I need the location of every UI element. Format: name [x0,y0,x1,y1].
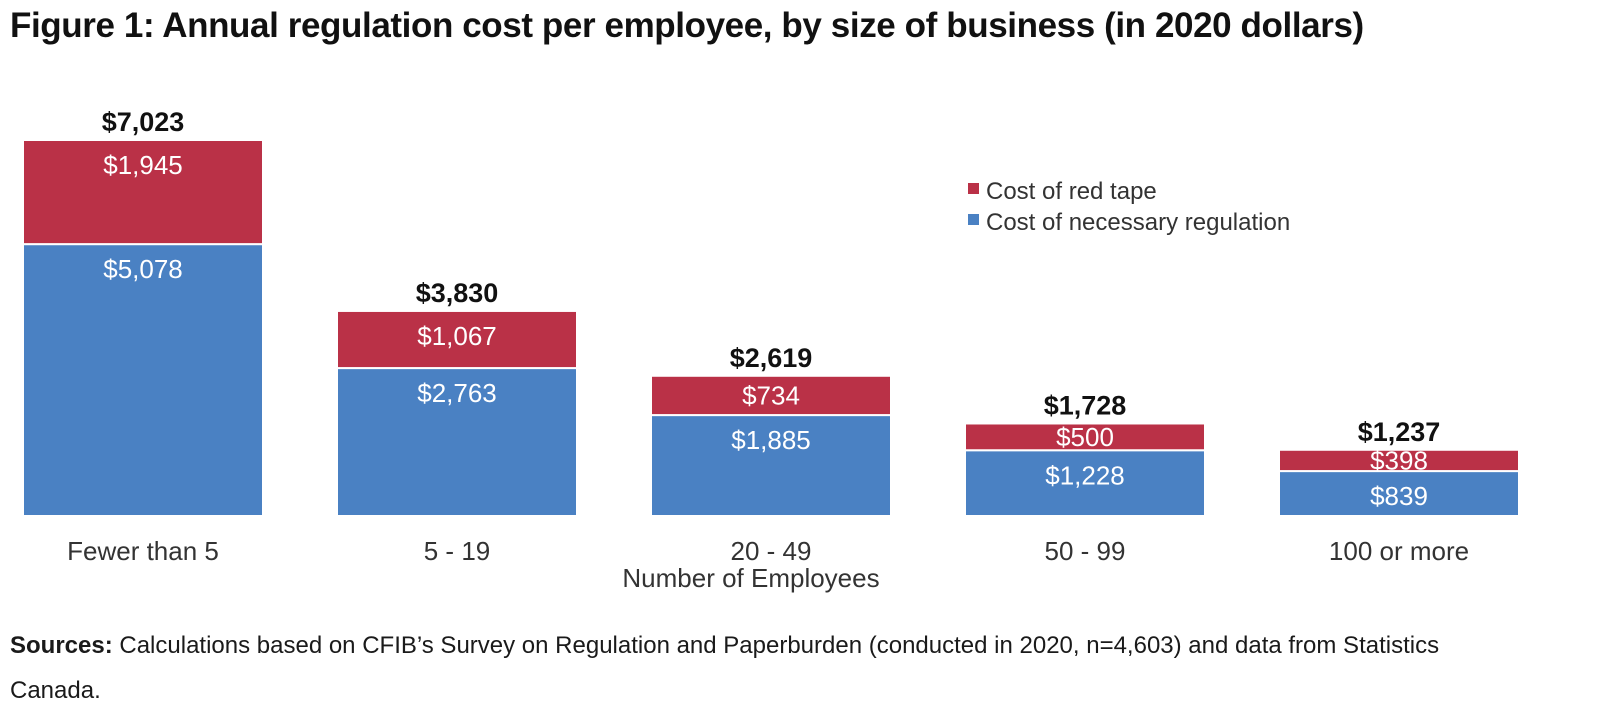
total-label: $3,830 [416,278,499,308]
data-label-red-tape: $398 [1370,445,1428,475]
x-tick-label: 50 - 99 [1045,536,1126,566]
stacked-bar-chart: $5,078 $1,945 $7,023 Fewer than 5 $2,763 $1,0… [22,107,1520,593]
figure-title: Figure 1: Annual regulation cost per emp… [10,6,1364,45]
bar-necessary-regulation [22,243,264,517]
x-tick-label: 5 - 19 [424,536,491,566]
bar-necessary-regulation [1278,470,1520,517]
legend-swatch [968,183,979,194]
x-tick-label: Fewer than 5 [67,536,219,566]
data-label-necessary-regulation: $839 [1370,481,1428,511]
sources-note: Sources: Calculations based on CFIB’s Su… [10,623,1530,713]
x-tick-label: 20 - 49 [731,536,812,566]
bar-red-tape [22,139,264,246]
data-label-red-tape: $1,067 [417,321,497,351]
legend-label: Cost of red tape [986,178,1157,205]
bar-necessary-regulation [964,449,1206,518]
bar-red-tape [336,309,578,370]
sources-label: Sources: [10,632,113,659]
total-label: $1,728 [1044,390,1127,420]
data-label-red-tape: $500 [1056,422,1114,452]
data-label-red-tape: $734 [742,380,800,410]
data-label-red-tape: $1,945 [103,150,183,180]
total-label: $1,237 [1358,417,1441,447]
x-axis-label: Number of Employees [622,563,879,593]
legend-swatch [968,214,979,225]
sources-text: Calculations based on CFIB’s Survey on R… [10,632,1440,704]
data-label-necessary-regulation: $2,763 [417,378,497,408]
data-label-necessary-regulation: $1,228 [1045,460,1125,490]
bar-necessary-regulation [650,414,892,518]
bar-red-tape [650,374,892,417]
legend-label: Cost of necessary regulation [986,209,1290,236]
data-label-necessary-regulation: $1,885 [731,425,811,455]
data-label-necessary-regulation: $5,078 [103,254,183,284]
total-label: $2,619 [730,343,813,373]
bar-red-tape [964,422,1206,452]
bar-red-tape [1278,448,1520,473]
total-label: $7,023 [102,107,185,137]
x-tick-label: 100 or more [1329,536,1469,566]
